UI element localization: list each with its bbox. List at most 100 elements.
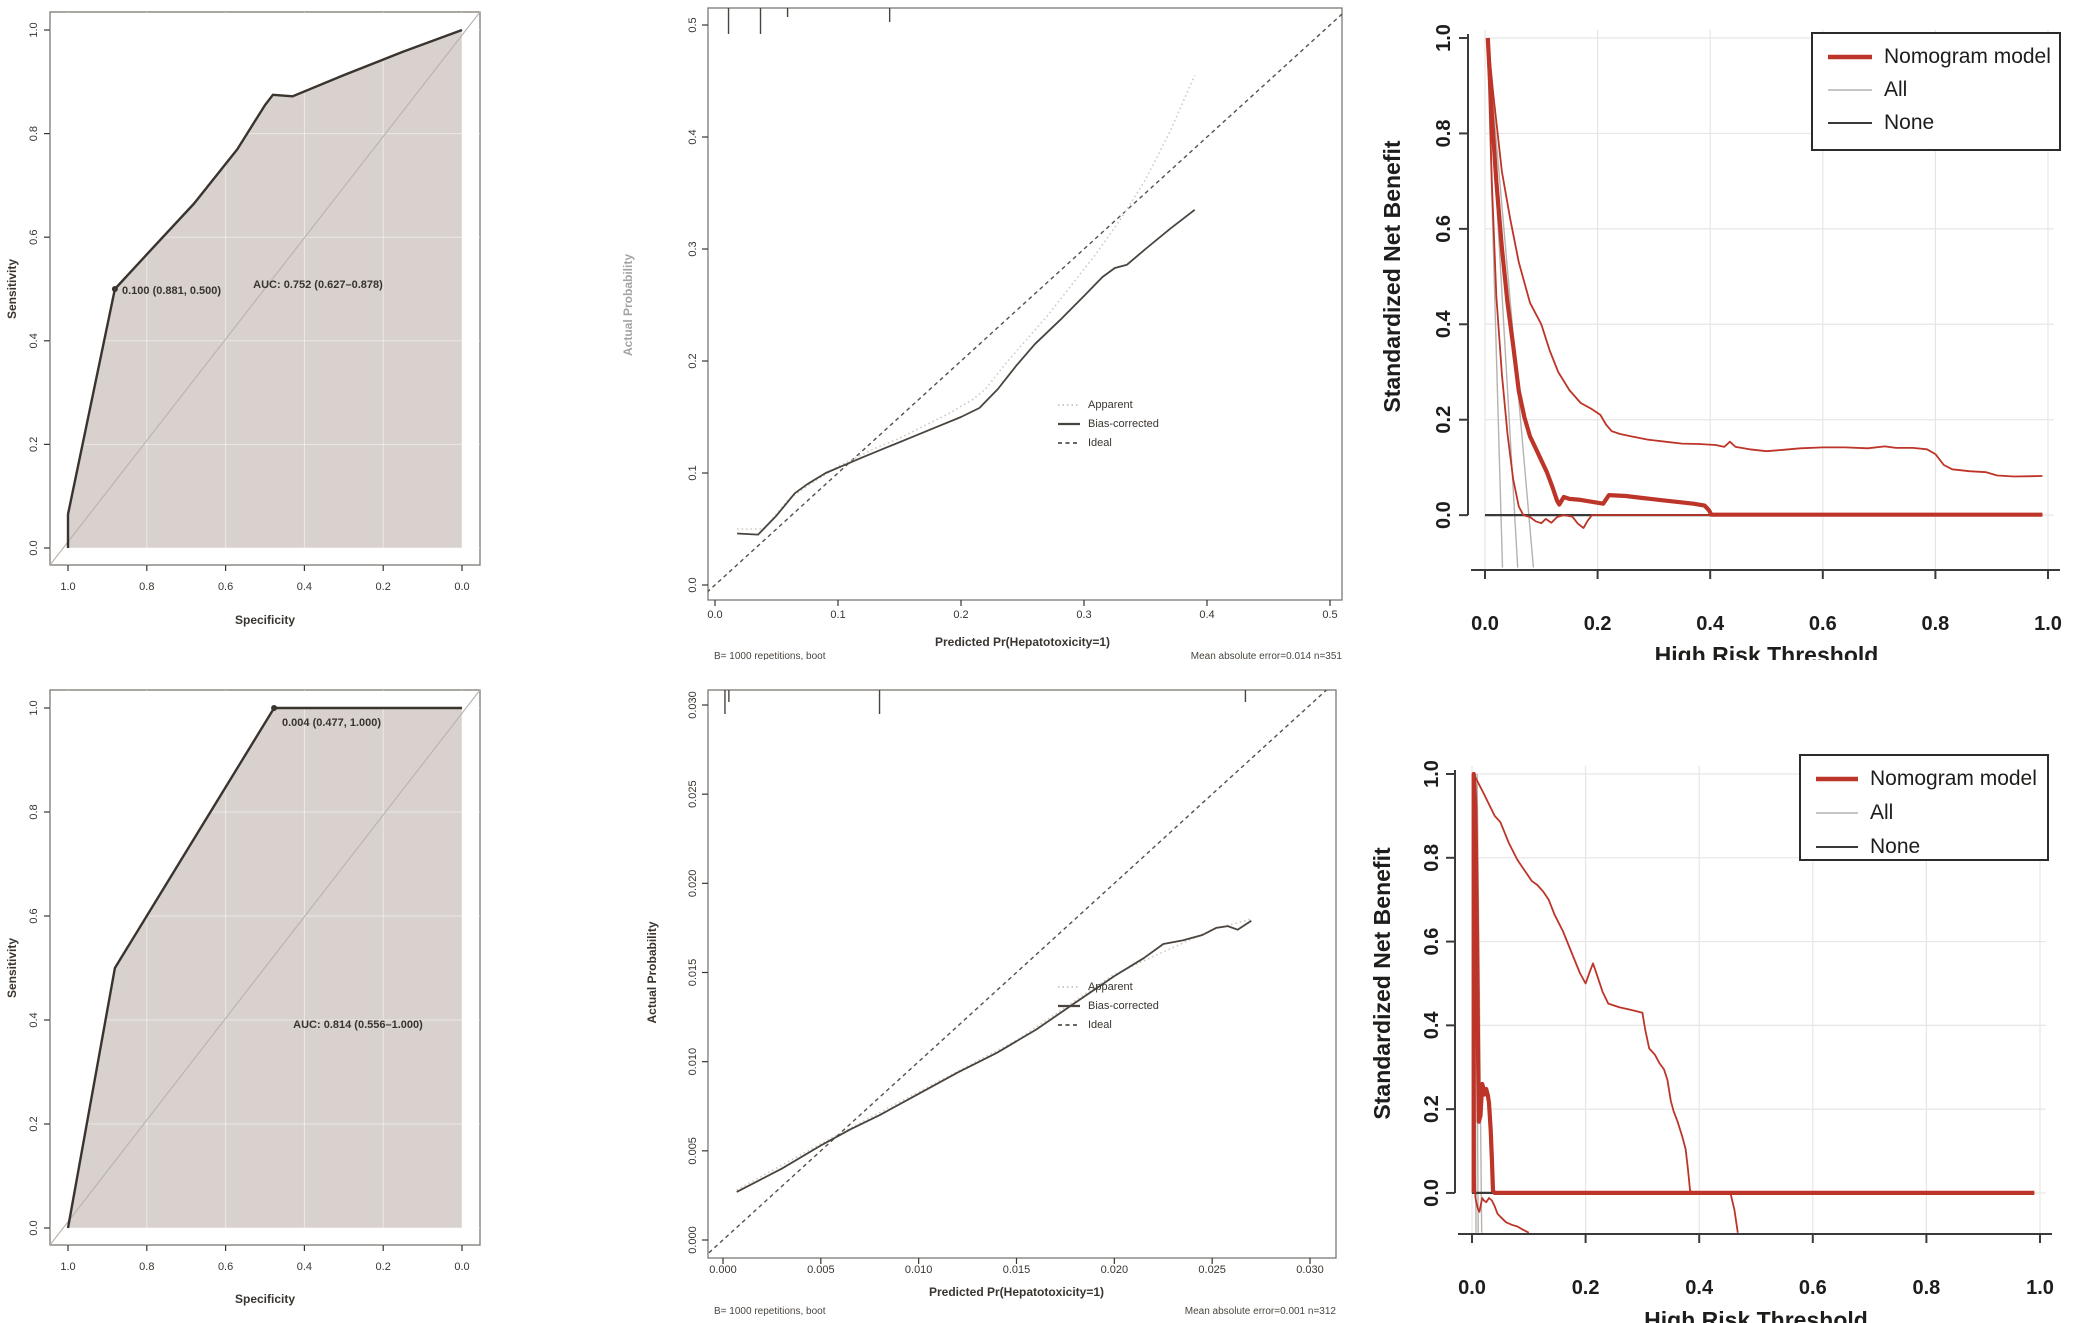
y-tick-label: 0.0 bbox=[28, 1220, 40, 1235]
bootstrap-note: B= 1000 repetitions, boot bbox=[714, 1306, 826, 1317]
y-tick-label: 0.4 bbox=[28, 1012, 40, 1027]
x-tick-label: 0.6 bbox=[1799, 1277, 1827, 1299]
legend-label: None bbox=[1870, 835, 1920, 858]
x-tick-label: 0.6 bbox=[218, 1261, 233, 1273]
cutoff-label: 0.100 (0.881, 0.500) bbox=[122, 285, 221, 297]
legend-label: All bbox=[1870, 801, 1893, 824]
error-note: Mean absolute error=0.001 n=312 bbox=[1185, 1306, 1337, 1317]
series-nomogram-upper-ci bbox=[1472, 773, 1739, 1233]
x-tick-label: 0.2 bbox=[953, 609, 968, 621]
series-ideal bbox=[708, 690, 1328, 1255]
y-tick-label: 0.6 bbox=[1421, 928, 1443, 956]
legend-label: Nomogram model bbox=[1884, 45, 2051, 68]
plot-frame bbox=[49, 689, 481, 1246]
calibration-curve-training-panel: 0.0 0.1 0.2 0.3 0.4 0.5 0.0 0.1 0.2 0.3 0.4 0.5 Pred… bbox=[621, 7, 1343, 660]
roc-plot bbox=[49, 11, 481, 566]
series-all-upper bbox=[1486, 37, 1535, 568]
y-tick-label: 0.2 bbox=[28, 437, 40, 452]
cutoff-label: 0.004 (0.477, 1.000) bbox=[282, 717, 381, 729]
calibration-plot bbox=[707, 689, 1337, 1259]
x-tick-label: 0.4 bbox=[1685, 1277, 1714, 1299]
y-axis-title: Actual Probability bbox=[621, 254, 635, 356]
x-tick-label: 0.020 bbox=[1101, 1264, 1129, 1276]
annotations: 0.004 (0.477, 1.000) AUC: 0.814 (0.556–1.… bbox=[282, 717, 423, 1031]
y-tick-label: 0.4 bbox=[687, 129, 699, 144]
roc-curve-validation-panel: 1.0 0.8 0.6 0.4 0.2 0.0 0.0 0.2 0.4 0.6 0.8 1.0 Spec… bbox=[5, 689, 481, 1306]
y-tick-label: 0.4 bbox=[1433, 310, 1455, 339]
roc-curve bbox=[66, 706, 462, 1229]
x-tick-label: 0.5 bbox=[1322, 609, 1337, 621]
x-tick-label: 0.8 bbox=[1912, 1277, 1940, 1299]
axes: 1.0 0.8 0.6 0.4 0.2 0.0 0.0 0.2 0.4 0.6 0.8 1.0 Spec… bbox=[5, 22, 470, 627]
series-apparent bbox=[737, 75, 1196, 530]
y-tick-label: 0.000 bbox=[687, 1226, 699, 1254]
series-nomogram-upper-ci bbox=[1486, 37, 2043, 478]
legend: Apparent Bias-corrected Ideal bbox=[1058, 399, 1159, 449]
y-tick-label: 0.1 bbox=[687, 465, 699, 480]
legend-label: Nomogram model bbox=[1870, 767, 2037, 790]
legend-label: Ideal bbox=[1088, 437, 1112, 449]
x-tick-label: 1.0 bbox=[2034, 613, 2062, 635]
x-tick-label: 0.0 bbox=[1458, 1277, 1486, 1299]
axes: 0.0 0.2 0.4 0.6 0.8 1.0 0.0 0.2 0.4 0.6 0.8 1.0 High… bbox=[1369, 760, 2054, 1323]
error-note: Mean absolute error=0.014 n=351 bbox=[1191, 651, 1343, 660]
series-bias-corrected bbox=[737, 209, 1196, 536]
x-tick-label: 0.2 bbox=[376, 1261, 391, 1273]
y-tick-label: 0.0 bbox=[1421, 1179, 1443, 1207]
y-tick-label: 0.2 bbox=[28, 1116, 40, 1131]
x-axis-title: Predicted Pr(Hepatotoxicity=1) bbox=[929, 1285, 1104, 1299]
x-axis-title: Specificity bbox=[235, 613, 295, 627]
y-tick-label: 0.4 bbox=[1421, 1011, 1443, 1040]
footnotes: B= 1000 repetitions, boot Mean absolute e… bbox=[714, 1306, 1336, 1317]
calibration-curve-validation-panel: 0.000 0.005 0.010 0.015 0.020 0.025 0.030 0.000… bbox=[645, 689, 1337, 1317]
y-axis-title: Standardized Net Benefit bbox=[1379, 140, 1405, 413]
series-nomogram-model bbox=[1485, 37, 2043, 517]
identity-line bbox=[49, 689, 481, 1246]
y-tick-label: 0.6 bbox=[28, 230, 40, 245]
x-tick-label: 0.0 bbox=[707, 609, 722, 621]
x-axis-title: High Risk Threshold bbox=[1644, 1307, 1868, 1323]
x-tick-label: 0.4 bbox=[297, 581, 312, 593]
auc-label: AUC: 0.814 (0.556–1.000) bbox=[293, 1019, 423, 1031]
axes: 1.0 0.8 0.6 0.4 0.2 0.0 0.0 0.2 0.4 0.6 0.8 1.0 Spec… bbox=[5, 700, 470, 1306]
plot-frame bbox=[707, 689, 1337, 1259]
legend: Apparent Bias-corrected Ideal bbox=[1058, 981, 1159, 1031]
x-tick-label: 0.4 bbox=[1199, 609, 1214, 621]
x-tick-label: 0.6 bbox=[1809, 613, 1837, 635]
x-tick-label: 0.015 bbox=[1003, 1264, 1031, 1276]
y-tick-label: 0.0 bbox=[28, 540, 40, 555]
y-tick-label: 0.6 bbox=[1433, 215, 1455, 243]
roc-plot bbox=[49, 689, 481, 1246]
y-tick-label: 0.010 bbox=[687, 1048, 699, 1076]
y-tick-label: 0.2 bbox=[687, 353, 699, 368]
legend-label: Apparent bbox=[1088, 981, 1133, 993]
rug-marks bbox=[727, 8, 891, 34]
x-tick-label: 0.2 bbox=[1584, 613, 1612, 635]
y-tick-label: 0.4 bbox=[28, 333, 40, 348]
legend-label: All bbox=[1884, 78, 1907, 101]
axes: 0.0 0.2 0.4 0.6 0.8 1.0 0.0 0.2 0.4 0.6 0.8 1.0 High… bbox=[1379, 24, 2062, 660]
y-tick-label: 1.0 bbox=[28, 700, 40, 715]
series-ideal bbox=[708, 13, 1342, 593]
x-tick-label: 0.4 bbox=[1696, 613, 1725, 635]
bootstrap-note: B= 1000 repetitions, boot bbox=[714, 651, 826, 660]
x-tick-label: 0.1 bbox=[830, 609, 845, 621]
y-tick-label: 0.030 bbox=[687, 691, 699, 719]
roc-curve bbox=[66, 28, 463, 548]
x-axis-title: Specificity bbox=[235, 1292, 295, 1306]
series-nomogram-model bbox=[1471, 771, 2035, 1196]
dca-plot bbox=[1484, 30, 2054, 570]
x-tick-label: 1.0 bbox=[60, 1261, 75, 1273]
legend-label: Ideal bbox=[1088, 1019, 1112, 1031]
y-tick-label: 0.5 bbox=[687, 17, 699, 32]
plot-frame bbox=[49, 11, 481, 566]
identity-line bbox=[49, 11, 481, 566]
y-tick-label: 0.0 bbox=[1433, 501, 1455, 529]
cutoff-point bbox=[111, 286, 118, 292]
y-tick-label: 0.3 bbox=[687, 241, 699, 256]
plot-frame bbox=[707, 7, 1343, 601]
series-nomogram-lower-ci bbox=[1486, 37, 2043, 529]
x-tick-label: 0.0 bbox=[454, 1261, 469, 1273]
footnotes: B= 1000 repetitions, boot Mean absolute e… bbox=[714, 651, 1342, 660]
